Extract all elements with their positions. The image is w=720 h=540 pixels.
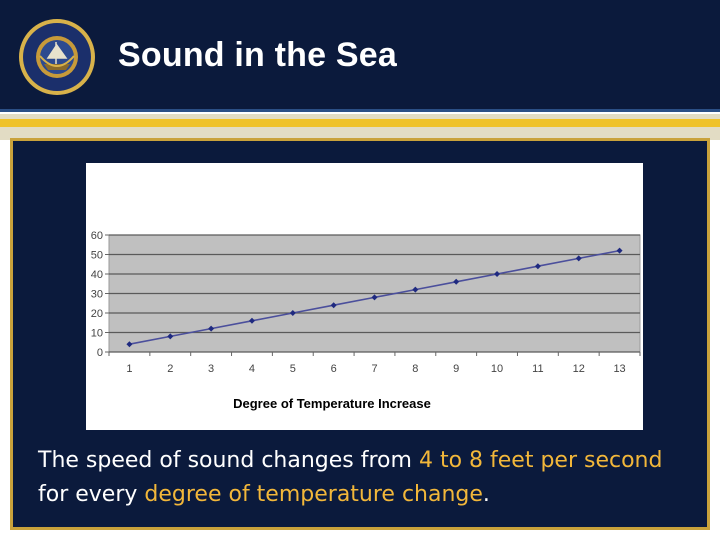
caption-highlight-speed: 4 to 8 feet per second <box>418 448 663 473</box>
x-tick-label: 1 <box>126 363 132 375</box>
x-tick-label: 11 <box>532 363 543 375</box>
data-point <box>371 294 378 301</box>
data-point <box>534 263 541 270</box>
slide-title: Sound in the Sea <box>118 36 398 74</box>
y-tick-label: 30 <box>91 289 103 301</box>
x-tick-label: 12 <box>573 363 585 375</box>
gold-band <box>0 119 720 127</box>
x-tick-label: 9 <box>453 363 459 375</box>
series-group <box>126 247 623 348</box>
caption-text: The speed of sound changes from 4 to 8 f… <box>38 444 698 512</box>
caption-part1: The speed of sound changes from <box>38 448 419 473</box>
x-tick-label: 10 <box>491 363 503 375</box>
y-tick-label: 60 <box>91 230 103 242</box>
x-tick-label: 4 <box>249 363 255 375</box>
data-point <box>126 341 133 348</box>
data-point <box>494 271 501 277</box>
slide-header: Sound in the Sea <box>0 0 720 112</box>
data-point <box>208 325 215 332</box>
x-tick-label: 13 <box>613 363 625 375</box>
caption-highlight-temperature: degree of temperature change <box>144 482 483 507</box>
data-point <box>167 333 174 340</box>
gridlines <box>109 234 640 353</box>
x-axis-label: Degree of Temperature Increase <box>233 396 431 411</box>
caption-part3: . <box>482 482 490 507</box>
data-point <box>575 255 582 262</box>
x-tick-label: 2 <box>167 363 173 375</box>
caption-part2: for every <box>38 482 145 507</box>
data-point <box>616 247 623 254</box>
data-point <box>412 286 419 293</box>
data-point <box>453 278 460 285</box>
data-point <box>330 302 337 309</box>
y-tick-label: 0 <box>97 347 103 359</box>
y-tick-label: 10 <box>91 328 103 340</box>
data-point <box>248 317 255 324</box>
x-tick-label: 5 <box>290 363 296 375</box>
navy-jrotc-logo <box>19 19 95 95</box>
y-axis-ticks: 0 10 20 30 40 50 60 <box>91 230 109 359</box>
x-tick-label: 7 <box>371 363 377 375</box>
x-tick-label: 8 <box>412 363 418 375</box>
decorative-stripe <box>0 114 720 140</box>
y-tick-label: 50 <box>91 250 103 262</box>
data-point <box>289 310 296 316</box>
y-tick-label: 20 <box>91 308 103 320</box>
chart-container: 0 10 20 30 40 50 60 1 2 3 4 5 6 7 8 9 10 11 12 13 Degree o… <box>86 163 643 430</box>
x-tick-label: 3 <box>208 363 214 375</box>
x-axis-ticks: 1 2 3 4 5 6 7 8 9 10 11 12 13 <box>108 352 641 375</box>
x-tick-label: 6 <box>331 363 337 375</box>
y-tick-label: 40 <box>91 269 103 281</box>
